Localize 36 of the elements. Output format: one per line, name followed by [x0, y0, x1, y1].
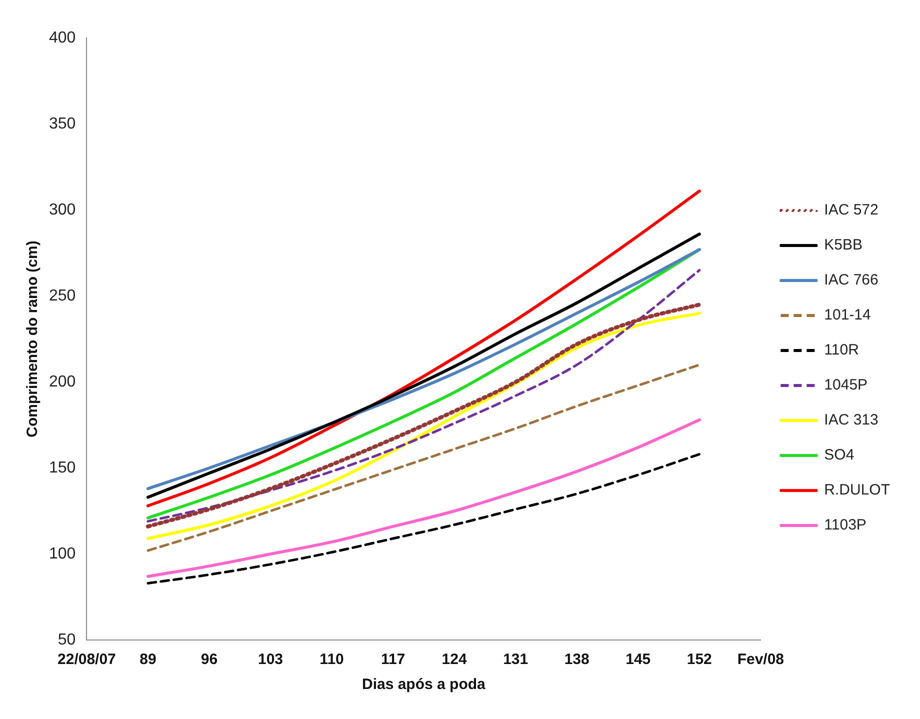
y-tick-label: 350 [48, 115, 76, 132]
legend-label: IAC 766 [824, 272, 878, 289]
legend-label: IAC 313 [824, 412, 878, 429]
y-axis-title: Comprimento do ramo (cm) [24, 240, 42, 438]
y-tick-label: 200 [48, 373, 76, 390]
legend-label: IAC 572 [824, 202, 878, 219]
x-tick-label: 96 [200, 651, 218, 668]
y-tick-label: 100 [48, 545, 76, 562]
x-tick-label: 124 [442, 651, 468, 668]
x-tick-label: Fev/08 [737, 651, 784, 668]
legend-label: 101-14 [824, 306, 871, 324]
legend-label: 110R [824, 342, 860, 359]
legend-label: 1045P [824, 376, 868, 394]
legend-label: R.DULOT [824, 482, 890, 499]
x-tick-label: 103 [258, 651, 284, 668]
x-tick-label: 145 [626, 651, 651, 668]
x-tick-label: 152 [686, 651, 712, 668]
legend-label: 1103P [824, 516, 866, 534]
line-series [146, 190, 701, 508]
legend-label: K5BB [824, 236, 863, 254]
x-axis-title: Dias após a poda [362, 676, 486, 694]
y-tick-label: 50 [58, 631, 76, 648]
x-tick-label: 131 [503, 651, 528, 668]
x-tick-label: 110 [320, 651, 344, 668]
legend-label: SO4 [824, 446, 854, 464]
y-tick-label: 150 [48, 459, 76, 476]
x-tick-label: 22/08/07 [58, 651, 116, 668]
y-tick-label: 400 [48, 29, 76, 46]
x-tick-label: 117 [380, 651, 406, 668]
y-tick-label: 250 [48, 287, 76, 304]
line-series [146, 452, 701, 584]
x-tick-label: 89 [140, 651, 156, 668]
x-tick-label: 138 [564, 651, 590, 668]
line-series [146, 364, 701, 552]
y-tick-label: 300 [48, 201, 76, 218]
line-series [146, 418, 701, 578]
